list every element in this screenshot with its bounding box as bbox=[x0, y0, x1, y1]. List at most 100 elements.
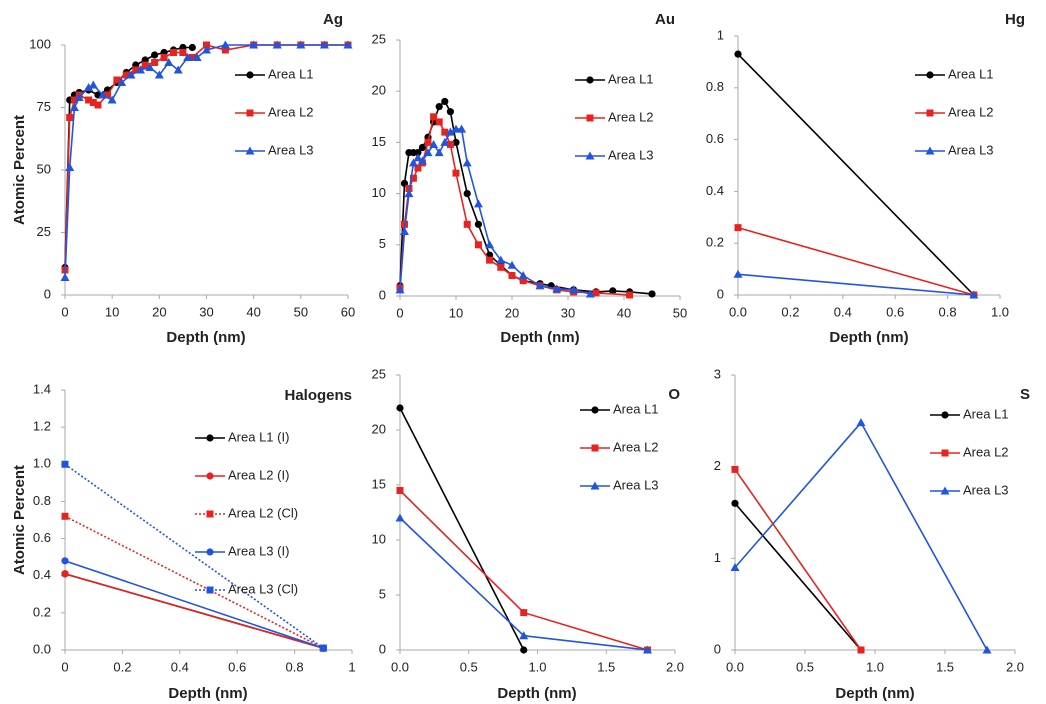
y-tick-label: 1.0 bbox=[33, 456, 51, 471]
marker bbox=[519, 277, 527, 285]
marker bbox=[61, 570, 69, 578]
legend-label: Area L2 (I) bbox=[228, 467, 289, 482]
panel: 0 5 10 15 20 25 0.0 0.5 1.0 1.5 2.0 O Depth (nm) Area… bbox=[372, 366, 685, 702]
marker bbox=[733, 269, 743, 278]
legend-label: Area L1 bbox=[613, 401, 659, 416]
marker bbox=[343, 40, 353, 49]
marker bbox=[202, 45, 211, 54]
marker bbox=[220, 40, 230, 49]
series-line bbox=[64, 560, 324, 649]
panel: 0 0.2 0.4 0.6 0.8 1 0.0 0.2 0.4 0.6 0.8 1.0 Hg Depth … bbox=[706, 11, 1025, 346]
series-line bbox=[734, 502, 862, 651]
y-tick-label: 0.8 bbox=[706, 79, 724, 94]
x-tick-label: 0.8 bbox=[286, 659, 304, 674]
legend-marker bbox=[941, 449, 949, 457]
marker bbox=[395, 285, 405, 294]
x-tick-label: 2.0 bbox=[666, 659, 684, 674]
x-tick-label: 0.0 bbox=[726, 659, 744, 674]
marker bbox=[117, 78, 127, 86]
y-tick-label: 0.0 bbox=[33, 641, 51, 656]
y-tick-label: 0 bbox=[714, 641, 721, 656]
y-tick-label: 0.2 bbox=[33, 604, 51, 619]
x-tick-label: 0.5 bbox=[796, 659, 814, 674]
x-tick-label: 10 bbox=[449, 305, 463, 320]
x-tick-label: 2.0 bbox=[1006, 659, 1024, 674]
marker bbox=[296, 40, 306, 49]
marker bbox=[463, 190, 471, 198]
marker bbox=[486, 256, 494, 264]
x-axis-title: Depth (nm) bbox=[829, 329, 908, 346]
marker bbox=[221, 46, 229, 54]
marker bbox=[164, 58, 174, 66]
x-tick-label: 0.5 bbox=[460, 659, 478, 674]
y-tick-label: 5 bbox=[379, 586, 386, 601]
marker bbox=[982, 645, 992, 654]
marker bbox=[103, 91, 111, 99]
marker bbox=[409, 174, 417, 182]
legend-label: Area L3 (I) bbox=[228, 543, 289, 558]
y-tick-label: 0 bbox=[379, 287, 386, 302]
marker bbox=[413, 153, 423, 162]
legend-label: Area L1 bbox=[268, 66, 314, 81]
marker bbox=[249, 40, 259, 49]
chart-title: Hg bbox=[1005, 11, 1025, 28]
x-tick-label: 1 bbox=[348, 659, 355, 674]
marker bbox=[446, 140, 454, 148]
marker bbox=[497, 263, 505, 271]
marker bbox=[507, 260, 517, 269]
x-tick-label: 50 bbox=[673, 305, 687, 320]
marker bbox=[395, 513, 405, 522]
marker bbox=[88, 80, 98, 89]
x-tick-label: 0.6 bbox=[228, 659, 246, 674]
marker bbox=[272, 40, 282, 49]
marker bbox=[446, 108, 454, 116]
series-line bbox=[64, 46, 193, 268]
panel: 0 25 50 75 100 0 10 20 30 40 50 60 Ag Depth (nm) Atomi… bbox=[11, 11, 355, 346]
marker bbox=[70, 96, 78, 104]
x-axis-title: Depth (nm) bbox=[166, 329, 245, 346]
marker bbox=[496, 255, 506, 264]
marker bbox=[61, 512, 69, 520]
legend-label: Area L3 bbox=[268, 142, 314, 157]
y-axis-title: Atomic Percent bbox=[11, 115, 28, 225]
legend-marker bbox=[206, 510, 214, 518]
series-line bbox=[734, 468, 862, 651]
marker bbox=[85, 96, 93, 104]
marker bbox=[94, 101, 102, 109]
marker bbox=[592, 289, 600, 297]
x-axis-title: Depth (nm) bbox=[168, 685, 247, 702]
legend-label: Area L1 (I) bbox=[228, 429, 289, 444]
marker bbox=[535, 281, 545, 290]
x-tick-label: 40 bbox=[617, 305, 631, 320]
legend-label: Area L1 bbox=[608, 71, 654, 86]
chart-title: O bbox=[668, 386, 680, 403]
panel: 0 1 2 3 0.0 0.5 1.0 1.5 2.0 S Depth (nm) Area L1 Are… bbox=[714, 366, 1030, 702]
x-tick-label: 20 bbox=[505, 305, 519, 320]
marker bbox=[435, 118, 443, 126]
legend-label: Area L2 bbox=[608, 109, 654, 124]
series-line bbox=[399, 489, 648, 651]
marker bbox=[179, 49, 187, 56]
legend-label: Area L3 bbox=[948, 142, 994, 157]
x-tick-label: 0.2 bbox=[781, 304, 799, 319]
marker bbox=[414, 149, 422, 157]
marker bbox=[435, 102, 443, 111]
y-tick-label: 1 bbox=[714, 550, 721, 565]
legend-label: Area L2 bbox=[963, 444, 1009, 459]
series-line bbox=[399, 407, 525, 651]
legend-marker bbox=[586, 114, 594, 122]
y-tick-label: 0 bbox=[44, 286, 51, 301]
x-tick-label: 1.0 bbox=[991, 304, 1009, 319]
legend-marker bbox=[206, 434, 214, 442]
x-tick-label: 0.0 bbox=[729, 304, 747, 319]
marker bbox=[319, 644, 327, 652]
marker bbox=[404, 189, 414, 198]
legend-label: Area L3 (Cl) bbox=[228, 581, 298, 596]
marker bbox=[452, 169, 460, 177]
marker bbox=[417, 156, 427, 165]
marker bbox=[319, 40, 329, 49]
marker bbox=[145, 63, 155, 71]
y-tick-label: 0 bbox=[717, 286, 724, 301]
x-tick-label: 0.6 bbox=[886, 304, 904, 319]
marker bbox=[857, 646, 865, 654]
